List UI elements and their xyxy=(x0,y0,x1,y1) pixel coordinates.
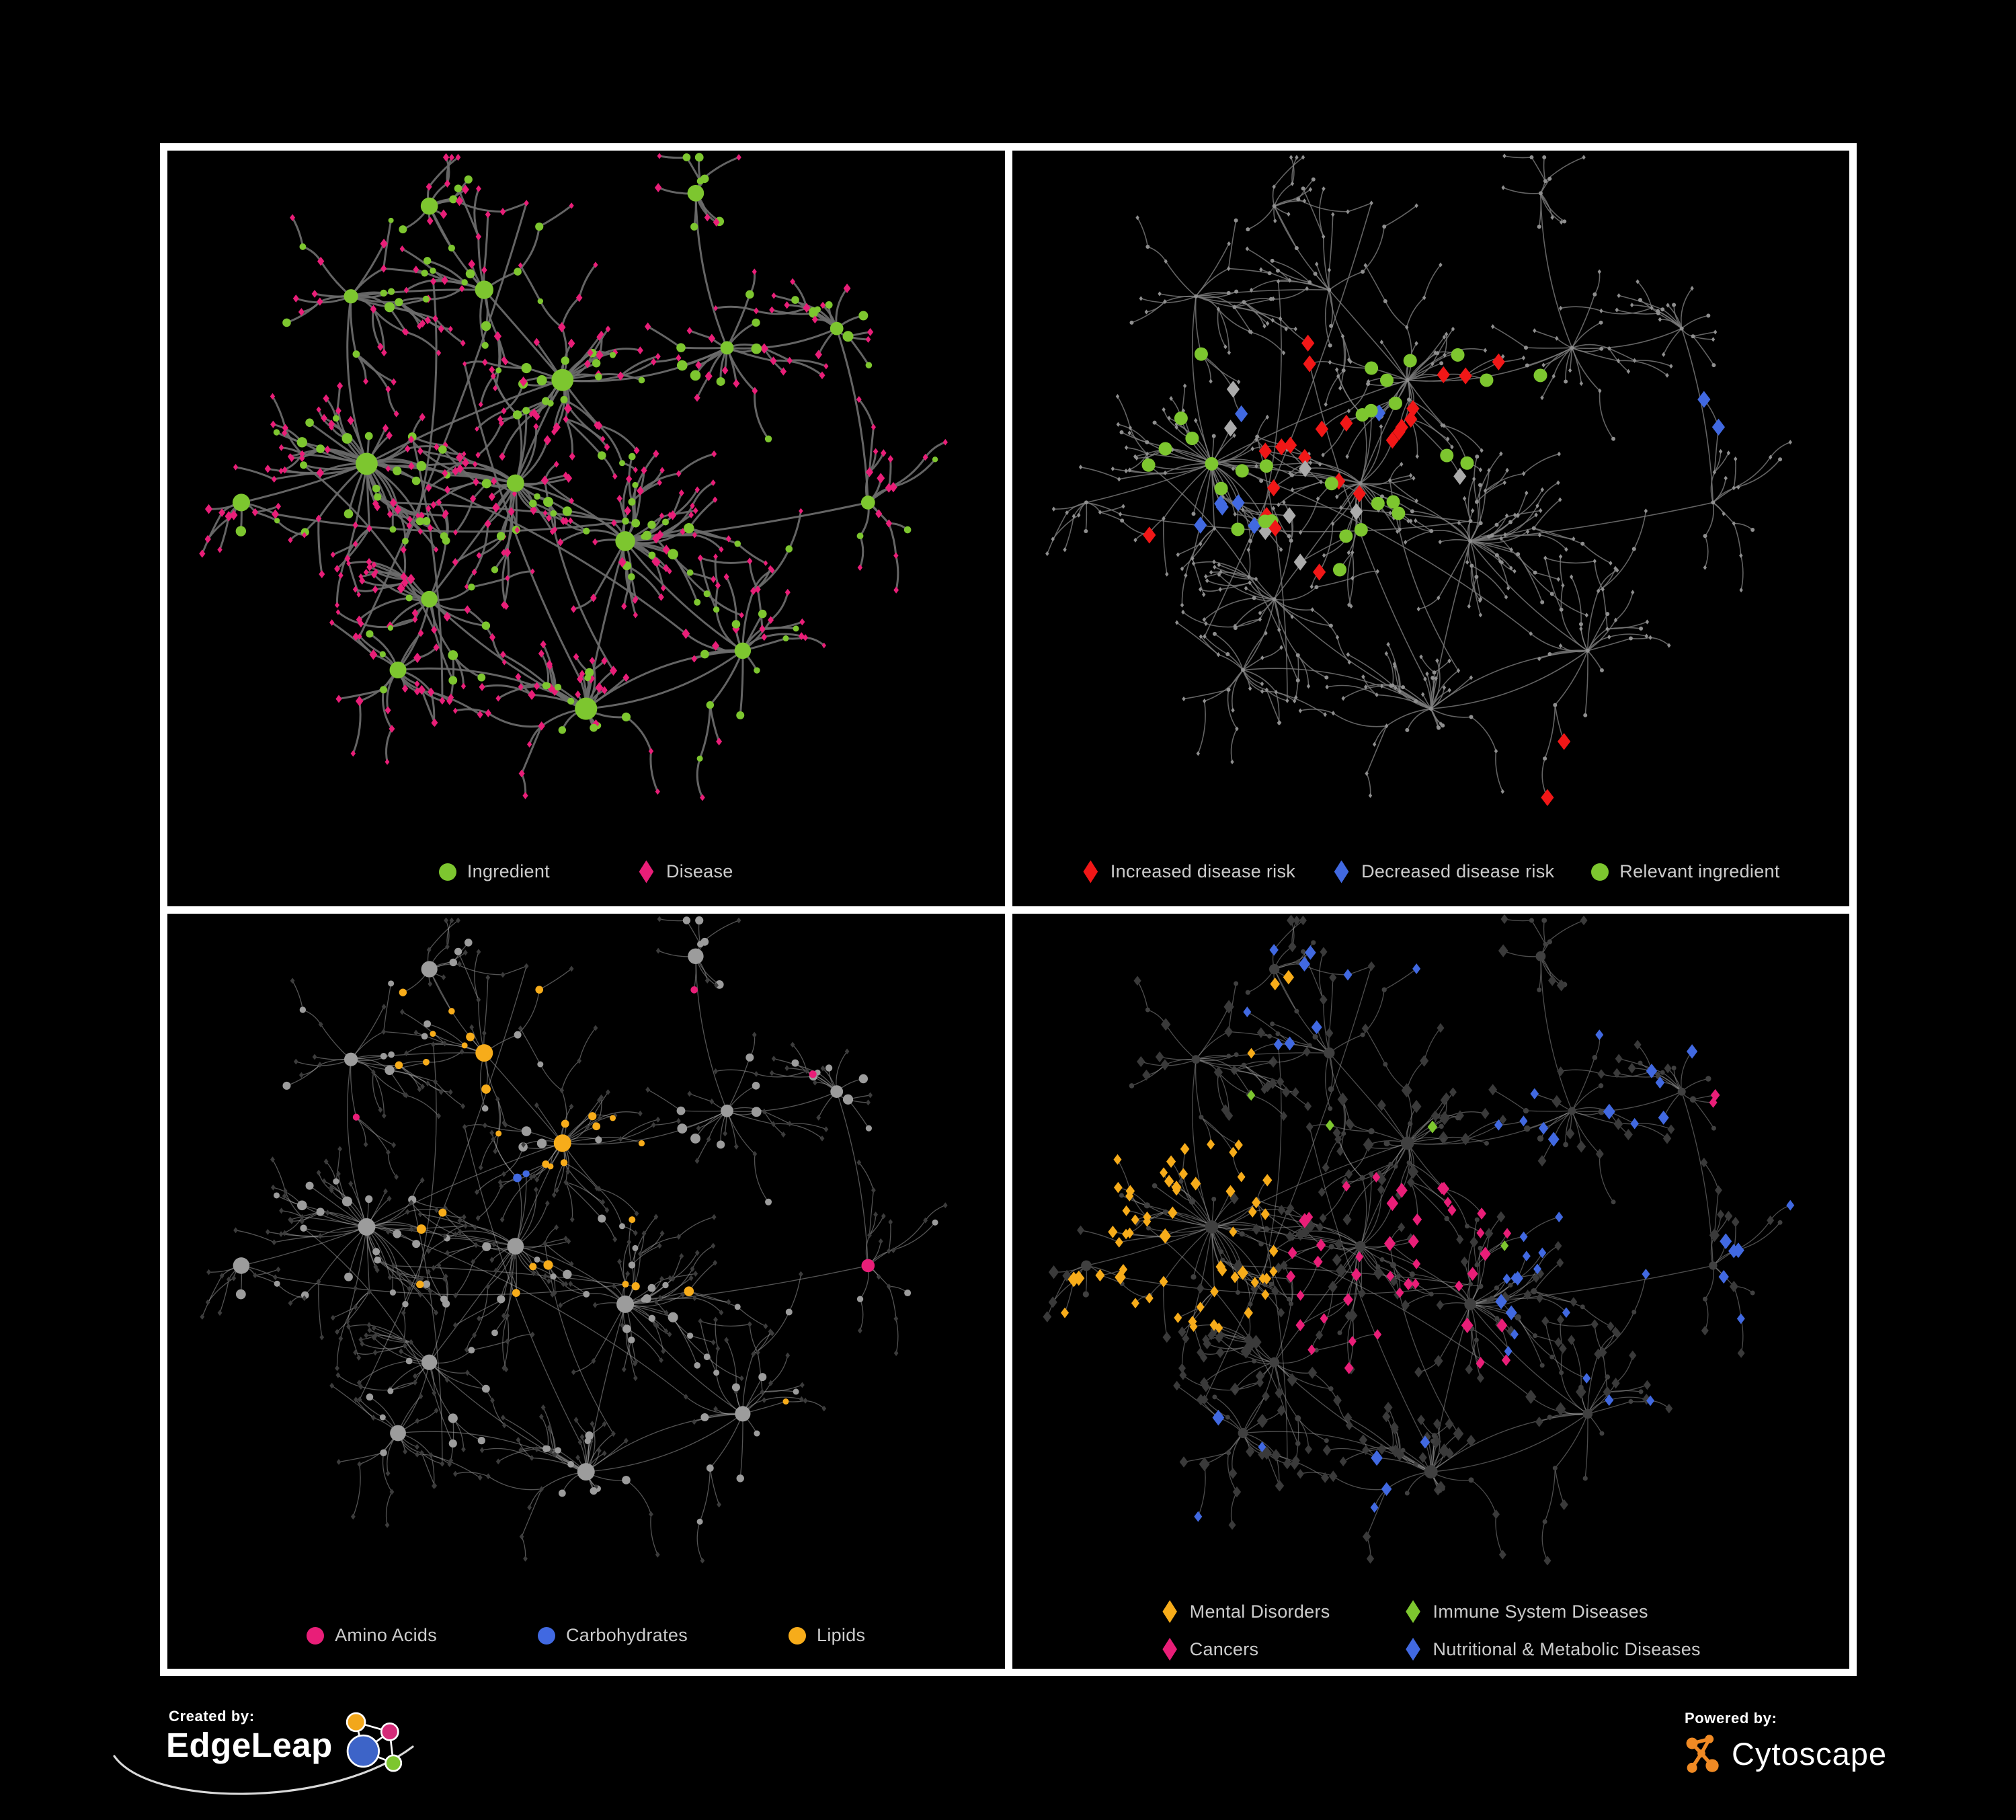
disease-legend-icon xyxy=(639,860,654,883)
edgeleap-logo-icon xyxy=(346,1712,402,1772)
legend-disease-classes: Mental Disorders Immune System Diseases … xyxy=(1012,1600,1850,1661)
legend-label-nutritional-metabolic-diseases: Nutritional & Metabolic Diseases xyxy=(1433,1638,1701,1659)
powered-by-label: Powered by: xyxy=(1685,1710,1777,1727)
ingredient-legend-icon xyxy=(438,863,456,881)
legend-label-lipids: Lipids xyxy=(817,1625,866,1645)
legend-item-immune-system-diseases: Immune System Diseases xyxy=(1404,1600,1701,1623)
immune-system-diseases-legend-icon xyxy=(1406,1600,1420,1623)
nutritional-metabolic-diseases-legend-icon xyxy=(1406,1638,1420,1661)
cytoscape-brand-row: Cytoscape xyxy=(1682,1733,1887,1774)
legend-item-cancers: Cancers xyxy=(1161,1638,1330,1661)
cytoscape-credit: Powered by: Cytoscape xyxy=(1682,1710,1887,1774)
mental-disorders-legend-icon xyxy=(1162,1600,1177,1623)
legend-ingredient-disease: Ingredient Disease xyxy=(167,860,1005,883)
legend-item-carbohydrates: Carbohydrates xyxy=(538,1625,688,1646)
amino-acids-legend-icon xyxy=(307,1626,325,1645)
legend-label-decreased-risk: Decreased disease risk xyxy=(1361,861,1555,881)
panel-ingredient-disease: Ingredient Disease xyxy=(167,151,1005,906)
legend-ingredient-classes: Amino Acids Carbohydrates Lipids xyxy=(167,1625,1005,1646)
legend-item-lipids: Lipids xyxy=(789,1625,865,1646)
edgeleap-brand-row: EdgeLeap xyxy=(166,1712,516,1783)
ingredient-disease-network-canvas xyxy=(199,153,948,801)
panel-disease-classes: Mental Disorders Immune System Diseases … xyxy=(1012,913,1850,1669)
legend-item-relevant-ingredient: Relevant ingredient xyxy=(1591,861,1779,882)
legend-label-mental-disorders: Mental Disorders xyxy=(1189,1601,1330,1622)
created-by-label: Created by: xyxy=(169,1708,255,1725)
cytoscape-logo-icon xyxy=(1686,1735,1719,1773)
legend-label-carbohydrates: Carbohydrates xyxy=(566,1625,688,1645)
legend-label-disease: Disease xyxy=(666,861,733,881)
legend-disease-risk: Increased disease risk Decreased disease… xyxy=(1012,860,1850,883)
relevant-ingredient-legend-icon xyxy=(1591,863,1609,881)
panel-disease-risk: Increased disease risk Decreased disease… xyxy=(1012,151,1850,906)
increased-risk-legend-icon xyxy=(1083,860,1098,883)
edgeleap-swoosh-icon xyxy=(113,1745,414,1795)
legend-item-decreased-risk: Decreased disease risk xyxy=(1332,860,1555,883)
lipids-legend-icon xyxy=(789,1626,806,1645)
edgeleap-wordmark: EdgeLeap xyxy=(166,1726,333,1764)
disease-class-network-canvas xyxy=(1042,914,1794,1565)
carbohydrates-legend-icon xyxy=(538,1626,555,1645)
edgeleap-credit: Created by: EdgeLeap xyxy=(113,1708,516,1815)
legend-item-mental-disorders: Mental Disorders xyxy=(1161,1600,1330,1623)
legend-label-ingredient: Ingredient xyxy=(467,861,550,881)
legend-label-relevant-ingredient: Relevant ingredient xyxy=(1619,861,1780,881)
legend-item-ingredient: Ingredient xyxy=(438,861,550,882)
legend-label-amino-acids: Amino Acids xyxy=(335,1625,437,1645)
cytoscape-wordmark: Cytoscape xyxy=(1732,1735,1888,1772)
panel-grid: Ingredient Disease Increased disease ris… xyxy=(160,143,1857,1676)
cancers-legend-icon xyxy=(1162,1638,1177,1661)
disease-risk-network-canvas xyxy=(1045,153,1792,806)
legend-item-disease: Disease xyxy=(637,860,733,883)
ingredient-class-network-canvas xyxy=(200,916,948,1564)
legend-item-increased-risk: Increased disease risk xyxy=(1082,860,1296,883)
legend-item-nutritional-metabolic-diseases: Nutritional & Metabolic Diseases xyxy=(1404,1638,1701,1661)
legend-label-increased-risk: Increased disease risk xyxy=(1110,861,1296,881)
decreased-risk-legend-icon xyxy=(1334,860,1349,883)
panel-ingredient-classes: Amino Acids Carbohydrates Lipids xyxy=(167,913,1005,1669)
legend-item-amino-acids: Amino Acids xyxy=(307,1625,437,1646)
legend-label-immune-system-diseases: Immune System Diseases xyxy=(1433,1601,1648,1622)
legend-label-cancers: Cancers xyxy=(1189,1638,1259,1659)
